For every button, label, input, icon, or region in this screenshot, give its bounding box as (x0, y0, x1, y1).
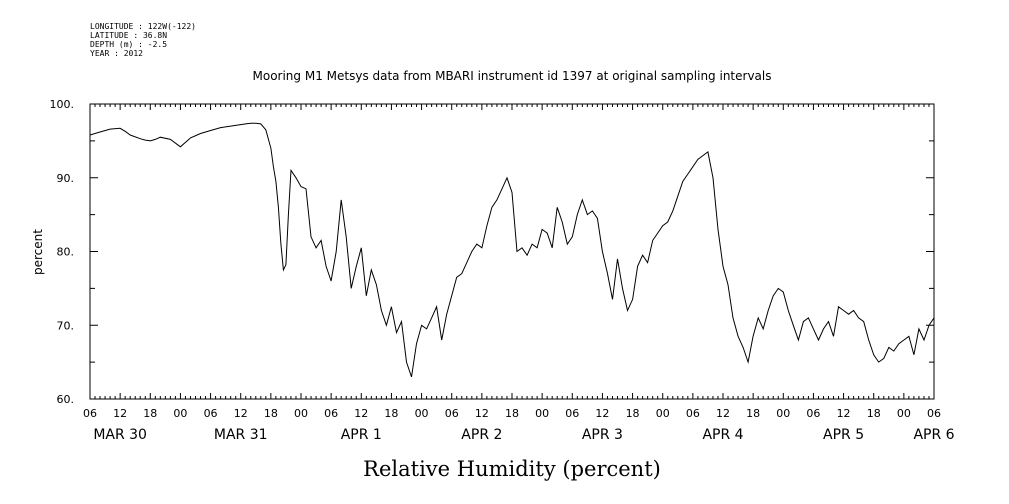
x-hour-tick-label: 18 (384, 407, 398, 420)
x-hour-tick-label: 00 (656, 407, 670, 420)
y-tick-label: 60. (57, 393, 75, 406)
x-day-label: APR 5 (823, 427, 864, 443)
x-hour-tick-label: 06 (927, 407, 941, 420)
latitude-text: LATITUDE : 36.8N (90, 31, 168, 40)
year-text: YEAR : 2012 (90, 49, 143, 58)
y-tick-label: 80. (57, 246, 75, 259)
y-tick-label: 70. (57, 319, 75, 332)
x-hour-tick-label: 06 (565, 407, 579, 420)
x-hour-tick-label: 00 (535, 407, 549, 420)
x-day-label: APR 6 (913, 427, 954, 443)
x-hour-tick-label: 06 (324, 407, 338, 420)
x-hour-tick-label: 18 (867, 407, 881, 420)
chart-title: Mooring M1 Metsys data from MBARI instru… (253, 69, 772, 83)
plot-frame (89, 103, 935, 400)
x-day-label: APR 4 (702, 427, 743, 443)
x-hour-tick-label: 18 (264, 407, 278, 420)
x-day-label: MAR 31 (214, 427, 268, 443)
x-day-label: MAR 30 (93, 427, 147, 443)
x-hour-tick-label: 00 (294, 407, 308, 420)
x-hour-tick-label: 12 (234, 407, 248, 420)
axis-ticks (89, 103, 935, 400)
x-hour-tick-label: 00 (776, 407, 790, 420)
y-tick-label: 100. (50, 98, 75, 111)
y-axis-label: percent (31, 229, 45, 275)
x-hour-tick-label: 12 (716, 407, 730, 420)
x-axis-label: Relative Humidity (percent) (363, 457, 661, 481)
x-hour-tick-label: 12 (595, 407, 609, 420)
x-hour-tick-label: 06 (83, 407, 97, 420)
x-hour-tick-label: 00 (415, 407, 429, 420)
x-hour-tick-label: 12 (354, 407, 368, 420)
humidity-series-line (89, 122, 935, 378)
x-hour-tick-label: 00 (173, 407, 187, 420)
x-day-label: APR 1 (341, 427, 382, 443)
x-hour-tick-label: 12 (113, 407, 127, 420)
x-day-label: APR 2 (461, 427, 502, 443)
x-hour-tick-label: 06 (204, 407, 218, 420)
x-hour-tick-label: 06 (445, 407, 459, 420)
axis-tick-labels: 06 12 18 00 06 12 18 00 06 12 18 00 06 12 18 00 06 12 18 00… (50, 98, 955, 443)
x-day-label: APR 3 (582, 427, 623, 443)
y-tick-label: 90. (57, 172, 75, 185)
longitude-text: LONGITUDE : 122W(-122) (90, 22, 196, 31)
x-hour-tick-label: 06 (686, 407, 700, 420)
x-hour-tick-label: 18 (505, 407, 519, 420)
x-hour-tick-label: 06 (806, 407, 820, 420)
depth-text: DEPTH (m) : -2.5 (90, 40, 168, 49)
x-hour-tick-label: 18 (626, 407, 640, 420)
x-hour-tick-label: 12 (475, 407, 489, 420)
station-metadata: LONGITUDE : 122W(-122) LATITUDE : 36.8N … (90, 22, 196, 58)
x-hour-tick-label: 00 (897, 407, 911, 420)
x-hour-tick-label: 12 (837, 407, 851, 420)
x-hour-tick-label: 18 (143, 407, 157, 420)
x-hour-tick-label: 18 (746, 407, 760, 420)
